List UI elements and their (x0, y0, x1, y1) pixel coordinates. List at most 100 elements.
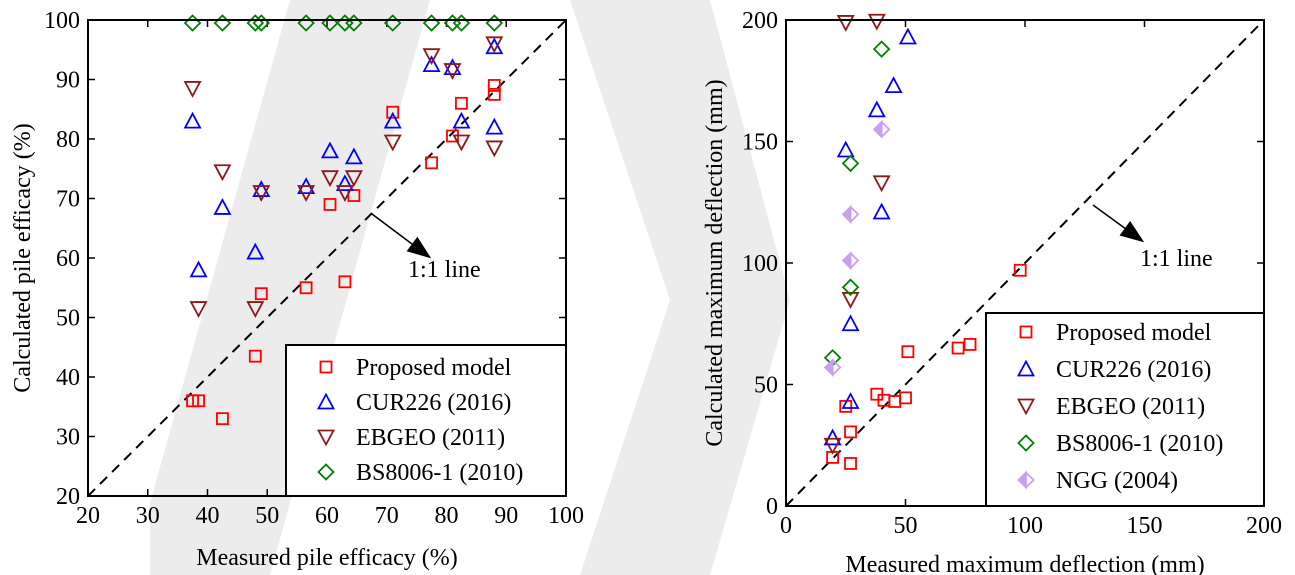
annotation-arrow-head (406, 236, 432, 259)
data-point (485, 117, 504, 135)
data-point (872, 40, 891, 58)
data-point (872, 119, 891, 140)
legend-label: BS8006-1 (2010) (1056, 431, 1223, 457)
data-point (422, 48, 441, 66)
data-point (485, 37, 504, 55)
data-point (335, 174, 354, 192)
data-point (867, 100, 886, 118)
one-to-one-line (785, 19, 1265, 507)
legend-marker (319, 360, 333, 374)
legend-marker (1016, 359, 1036, 377)
one-to-one-label: 1:1 line (408, 257, 481, 283)
data-point (867, 13, 886, 31)
y-tick-label: 90 (56, 68, 80, 94)
data-point (884, 76, 903, 94)
data-point (213, 14, 232, 32)
legend-marker (1017, 470, 1035, 490)
data-point (452, 134, 471, 152)
legend-marker (316, 429, 336, 447)
data-point (841, 314, 860, 332)
chart-pile-efficacy: 20 30 40 50 60 70 80 90 100 20 30 40 50 60 70 80 90 100 M… (10, 8, 584, 571)
axis-ticks: 0 50 100 150 200 0 50 100 150 200 (742, 8, 1282, 539)
x-tick-label: 80 (435, 503, 459, 529)
data-point (213, 198, 232, 215)
data-point (485, 14, 504, 32)
data-point (344, 170, 363, 188)
x-tick-label: 30 (136, 503, 160, 529)
x-tick-label: 100 (548, 503, 584, 529)
data-point (844, 425, 857, 439)
data-point (841, 292, 860, 309)
data-point (485, 36, 504, 54)
y-tick-label: 60 (56, 246, 80, 272)
data-point (836, 15, 855, 32)
legend-label: Proposed model (356, 355, 512, 381)
data-point (386, 105, 400, 119)
data-point (183, 81, 202, 98)
one-to-one-label: 1:1 line (1140, 246, 1213, 272)
data-point (872, 202, 891, 220)
legend-box (985, 312, 1265, 507)
data-point (422, 55, 441, 73)
data-point (898, 27, 917, 45)
legend-label: CUR226 (2016) (1056, 357, 1211, 383)
data-point (347, 189, 361, 202)
chart-maximum-deflection: 0 50 100 150 200 0 50 100 150 200 Measured maximu… (702, 8, 1282, 575)
legend-marker (317, 463, 335, 481)
data-point (189, 301, 208, 318)
data-point (335, 185, 354, 202)
one-to-one-line (87, 19, 567, 497)
data-point (872, 175, 891, 193)
data-point (452, 14, 471, 32)
data-point (455, 96, 468, 110)
data-point (823, 357, 842, 378)
data-point (844, 457, 857, 470)
y-tick-label: 100 (44, 8, 80, 34)
y-tick-label: 30 (56, 425, 80, 451)
legend: Proposed model CUR226 (2016) EBGEO (2011) B… (285, 344, 567, 497)
legend-marker (1016, 398, 1036, 416)
axis-ticks: 20 30 40 50 60 70 80 90 100 20 30 40 50 60 70 80 90 100 (44, 8, 584, 529)
legend-label: NGG (2004) (1056, 468, 1178, 494)
data-point (299, 281, 313, 295)
x-tick-label: 150 (1127, 513, 1163, 539)
data-point (425, 156, 438, 170)
data-point (836, 140, 855, 158)
y-axis-label: Calculated maximum deflection (mm) (702, 79, 728, 446)
data-point (487, 79, 501, 92)
legend-marker (316, 392, 336, 410)
data-point (1013, 263, 1027, 277)
data-points (823, 13, 1027, 470)
data-point (841, 392, 860, 409)
x-tick-label: 20 (76, 503, 100, 529)
legend-label: BS8006-1 (2010) (356, 460, 523, 486)
data-point (443, 63, 462, 80)
data-point (183, 14, 202, 32)
y-tick-label: 20 (56, 484, 80, 510)
data-point (841, 250, 860, 271)
x-tick-label: 200 (1246, 513, 1282, 539)
x-tick-label: 70 (375, 503, 399, 529)
data-point (192, 394, 205, 408)
y-tick-label: 200 (742, 8, 778, 34)
data-point (888, 395, 902, 408)
legend-marker (1017, 434, 1035, 452)
y-tick-label: 70 (56, 187, 80, 213)
x-tick-label: 50 (894, 513, 918, 539)
y-axis-label: Calculated pile efficacy (%) (10, 123, 36, 392)
data-point (344, 147, 363, 165)
data-point (383, 111, 402, 129)
data-point (841, 204, 860, 225)
data-point (841, 154, 860, 173)
legend-marker (1019, 325, 1033, 339)
data-point (320, 141, 339, 159)
y-tick-label: 150 (742, 130, 778, 156)
data-point (320, 170, 339, 188)
data-point (254, 287, 268, 301)
data-point (246, 301, 265, 318)
legend-label: Proposed model (1056, 320, 1212, 346)
data-point (487, 87, 501, 101)
data-point (823, 437, 842, 455)
y-tick-label: 0 (766, 494, 778, 520)
